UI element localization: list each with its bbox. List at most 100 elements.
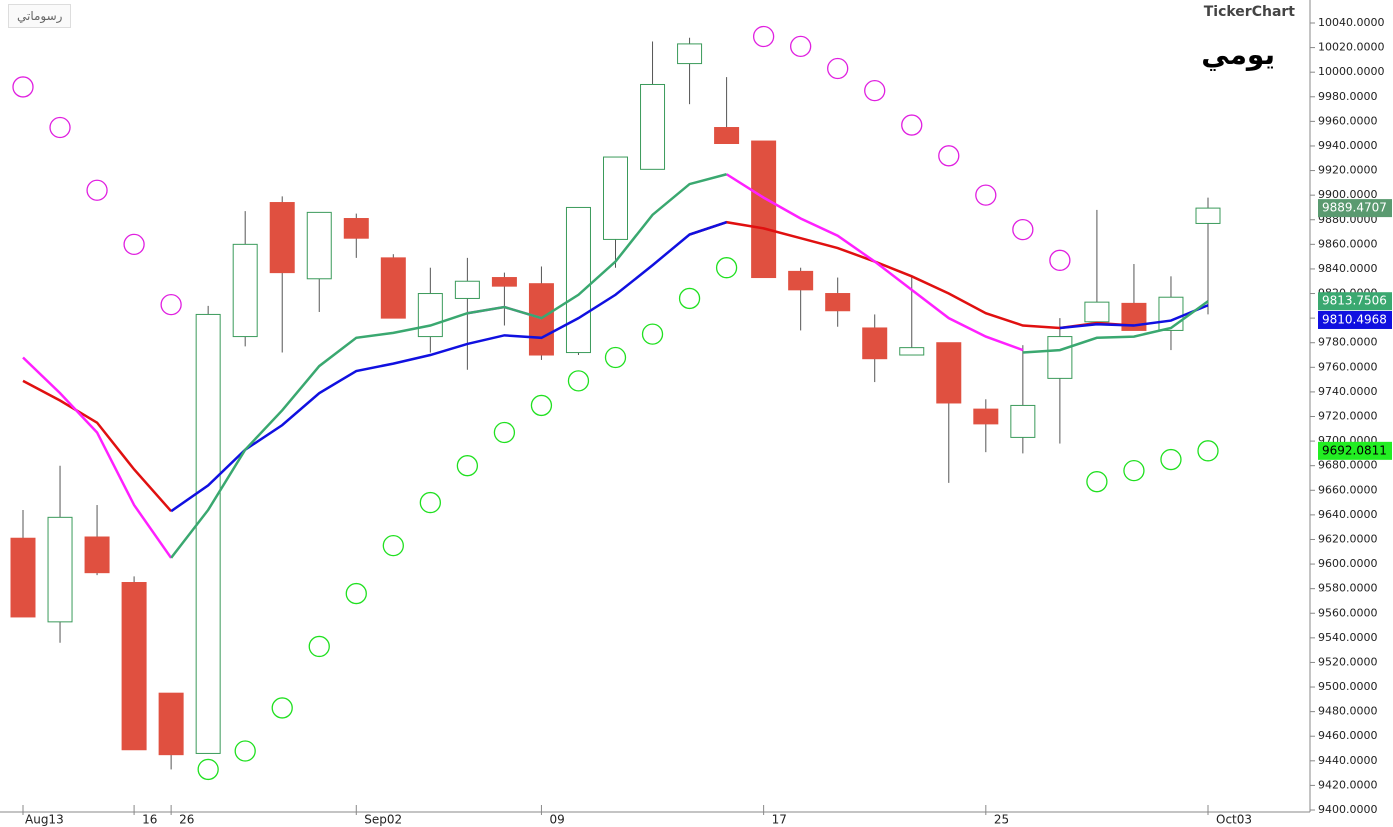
psar-dot: [604, 346, 627, 369]
psar-dot: [234, 740, 256, 762]
psar-dot: [938, 145, 960, 167]
candle-body: [269, 202, 295, 274]
y-tick-label: 10000.0000: [1318, 65, 1384, 78]
my-charts-button[interactable]: رسوماتي: [8, 4, 72, 28]
period: يومي: [1201, 38, 1275, 71]
psar-dot: [345, 582, 367, 605]
ma-line: [22, 379, 173, 513]
y-tick-label: 9960.0000: [1318, 114, 1378, 127]
y-tick-label: 9600.0000: [1318, 557, 1378, 570]
x-tick-label: 16: [142, 813, 157, 827]
y-tick-label: 9900.0000: [1318, 188, 1378, 201]
x-tick-label: 26: [179, 813, 194, 827]
logo: TickerChart: [1204, 4, 1296, 20]
psar-dot: [271, 697, 293, 719]
candle-body: [788, 270, 814, 291]
psar-dot: [1012, 218, 1034, 241]
psar-dot: [715, 257, 738, 279]
y-tick-label: 9460.0000: [1318, 729, 1378, 742]
psar-dot: [308, 635, 330, 658]
ma-line: [1059, 304, 1209, 330]
y-tick-label: 9840.0000: [1318, 262, 1378, 275]
candle-body: [1158, 296, 1184, 331]
candle-body: [158, 692, 184, 756]
close-tag: 9889.4707: [1322, 201, 1387, 215]
y-tick-label: 9540.0000: [1318, 631, 1378, 644]
y-tick-label: 9500.0000: [1318, 680, 1378, 693]
y-tick-label: 9520.0000: [1318, 655, 1378, 668]
ma-line: [170, 221, 727, 513]
ma-line: [22, 356, 173, 559]
y-tick-label: 9740.0000: [1318, 385, 1378, 398]
x-tick-label: 25: [994, 813, 1009, 827]
x-tick-label: Oct03: [1216, 813, 1252, 827]
psar-dot: [197, 758, 219, 781]
candle-body: [751, 140, 777, 279]
y-tick-label: 9480.0000: [1318, 705, 1378, 718]
blue-ma-tag-bg: [1318, 310, 1392, 329]
psar-dot: [160, 293, 182, 316]
candle-body: [899, 347, 925, 356]
psar-dot: [901, 114, 923, 136]
candle-body: [232, 243, 258, 338]
x-tick-label: 09: [549, 813, 564, 827]
candle-body: [825, 293, 851, 312]
psar-dot: [49, 116, 71, 139]
green-ma-tag-bg: [1318, 292, 1392, 311]
candle-body: [121, 582, 147, 751]
psar-dot: [123, 233, 145, 255]
psar-dot: [382, 534, 404, 557]
candle-body: [862, 327, 888, 360]
y-tick-label: 9720.0000: [1318, 410, 1378, 423]
psar-dot: [456, 455, 479, 477]
candle-body: [603, 156, 628, 240]
y-tick-label: 9660.0000: [1318, 483, 1378, 496]
psar-dot: [975, 184, 997, 206]
psar-dot: [86, 179, 108, 201]
y-tick-label: 9560.0000: [1318, 606, 1378, 619]
candle-body: [936, 342, 962, 404]
candle-body: [343, 218, 369, 239]
candle-body: [1195, 207, 1221, 224]
candle-body: [640, 83, 666, 170]
y-tick-label: 9440.0000: [1318, 754, 1378, 767]
psar-dot: [12, 76, 34, 98]
y-tick-label: 10040.0000: [1318, 16, 1384, 29]
ma-line: [170, 173, 727, 559]
candle-body: [677, 43, 703, 65]
candle-body: [417, 293, 443, 338]
candle-body: [973, 408, 999, 425]
close-tag-bg: [1318, 199, 1392, 218]
candle-body: [1047, 336, 1073, 379]
y-tick-label: 9420.0000: [1318, 778, 1378, 791]
green-ma-tag: 9813.7506: [1322, 294, 1387, 308]
candle-body: [565, 206, 591, 354]
psar-dot: [1123, 459, 1145, 482]
candle-body: [1084, 301, 1110, 323]
psar-dot: [790, 35, 812, 58]
psar-tag-bg: [1318, 441, 1392, 460]
y-tick-label: 9580.0000: [1318, 582, 1378, 595]
y-tick-label: 9400.0000: [1318, 803, 1378, 816]
psar-dot: [1086, 471, 1108, 493]
y-tick-label: 9680.0000: [1318, 459, 1378, 472]
psar-dot: [1049, 249, 1071, 271]
candle-body: [195, 313, 221, 754]
psar-dot: [752, 25, 775, 48]
y-tick-label: 9920.0000: [1318, 164, 1378, 177]
candle-body: [47, 516, 73, 623]
psar-dot: [1197, 440, 1219, 462]
candle-body: [84, 536, 110, 574]
y-tick-label: 9640.0000: [1318, 508, 1378, 521]
y-tick-label: 9620.0000: [1318, 532, 1378, 545]
y-tick-label: 10020.0000: [1318, 41, 1384, 54]
y-tick-label: 9780.0000: [1318, 336, 1378, 349]
psar-dot: [827, 57, 849, 80]
candle-body: [10, 537, 36, 618]
psar-dot: [678, 287, 701, 310]
ma-line: [725, 173, 1024, 352]
candle-body: [306, 211, 332, 280]
y-tick-label: 9980.0000: [1318, 90, 1378, 103]
